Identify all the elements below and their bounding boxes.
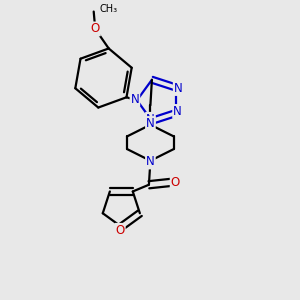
Text: O: O <box>116 224 125 237</box>
Text: N: N <box>146 113 155 126</box>
Text: N: N <box>146 155 155 168</box>
Text: N: N <box>174 82 182 95</box>
Text: CH₃: CH₃ <box>99 4 117 14</box>
Text: N: N <box>173 105 182 118</box>
Text: O: O <box>91 22 100 35</box>
Text: O: O <box>171 176 180 189</box>
Text: N: N <box>146 117 155 130</box>
Text: N: N <box>130 93 139 106</box>
